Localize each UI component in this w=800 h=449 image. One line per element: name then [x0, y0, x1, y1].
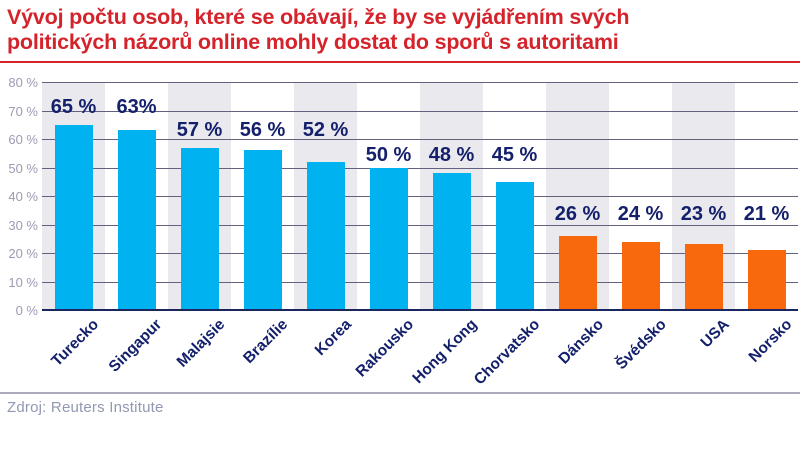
- value-label-Norsko: 21 %: [743, 202, 790, 225]
- x-axis-label-Norsko: Norsko: [745, 316, 796, 366]
- x-axis-label-Singapur: Singapur: [106, 316, 166, 376]
- gridline-10: [42, 281, 798, 283]
- bar-Turecko: [54, 124, 93, 310]
- bar-Malajsie: [180, 147, 219, 310]
- x-axis-label-Chorvatsko: Chorvatsko: [471, 316, 544, 389]
- bar-Chorvatsko: [495, 181, 534, 310]
- gridline-30: [42, 224, 798, 226]
- y-axis-tick-label: 70 %: [8, 103, 38, 119]
- y-axis-tick-label: 40 %: [8, 189, 38, 204]
- gridline-60: [42, 139, 798, 140]
- y-axis-tick-label: 0 %: [15, 303, 38, 318]
- bar-Rakousko: [369, 167, 408, 310]
- gridline-70: [42, 110, 798, 112]
- bar-Singapur: [117, 130, 156, 310]
- bar-Brazílie: [243, 150, 282, 310]
- y-axis-tick-label: 60 %: [8, 132, 38, 147]
- x-axis-label-Brazílie: Brazílie: [240, 316, 292, 368]
- bar-Norsko: [747, 250, 786, 310]
- y-axis-tick-label: 80 %: [8, 75, 38, 90]
- x-axis-line: [42, 309, 798, 311]
- gridline-20: [42, 253, 798, 254]
- gridline-80: [42, 82, 798, 83]
- bar-Hong Kong: [432, 173, 471, 310]
- title-underline: [0, 61, 800, 63]
- gridline-40: [42, 196, 798, 197]
- chart-title-line-2: politických názorů online mohly dostat d…: [7, 29, 619, 54]
- x-axis-label-Turecko: Turecko: [48, 316, 103, 370]
- x-axis-label-Švédsko: Švédsko: [612, 316, 670, 374]
- x-axis-label-Dánsko: Dánsko: [554, 316, 607, 368]
- value-label-Dánsko: 26 %: [554, 202, 601, 225]
- source-credit: Zdroj: Reuters Institute: [7, 399, 164, 416]
- bar-Dánsko: [558, 235, 597, 310]
- value-label-Hong Kong: 48 %: [428, 143, 475, 166]
- bar-Korea: [306, 161, 345, 310]
- value-label-USA: 23 %: [680, 202, 727, 225]
- bar-Švédsko: [621, 241, 660, 310]
- value-label-Brazílie: 56 %: [239, 118, 286, 141]
- value-label-Turecko: 65 %: [50, 95, 97, 118]
- x-axis-label-Malajsie: Malajsie: [173, 316, 229, 371]
- chart-title-line-1: Vývoj počtu osob, které se obávají, že b…: [7, 5, 630, 29]
- value-label-Švédsko: 24 %: [617, 202, 664, 225]
- x-axis-label-Hong Kong: Hong Kong: [409, 316, 481, 388]
- value-label-Korea: 52 %: [302, 118, 349, 141]
- gridline-50: [42, 167, 798, 169]
- x-axis-label-USA: USA: [697, 316, 733, 352]
- value-label-Rakousko: 50 %: [365, 143, 412, 166]
- value-label-Malajsie: 57 %: [176, 118, 223, 141]
- x-axis-label-Rakousko: Rakousko: [353, 316, 418, 381]
- footer-divider: [0, 392, 800, 394]
- y-axis-tick-label: 50 %: [8, 160, 38, 176]
- y-axis-tick-label: 30 %: [8, 217, 38, 233]
- y-axis-tick-label: 20 %: [8, 246, 38, 261]
- y-axis-tick-label: 10 %: [8, 274, 38, 290]
- bar-USA: [684, 244, 723, 310]
- value-label-Chorvatsko: 45 %: [491, 143, 538, 166]
- chart-title: Vývoj počtu osob, které se obávají, že b…: [7, 5, 793, 55]
- x-axis-label-Korea: Korea: [311, 316, 355, 360]
- value-label-Singapur: 63%: [116, 95, 157, 118]
